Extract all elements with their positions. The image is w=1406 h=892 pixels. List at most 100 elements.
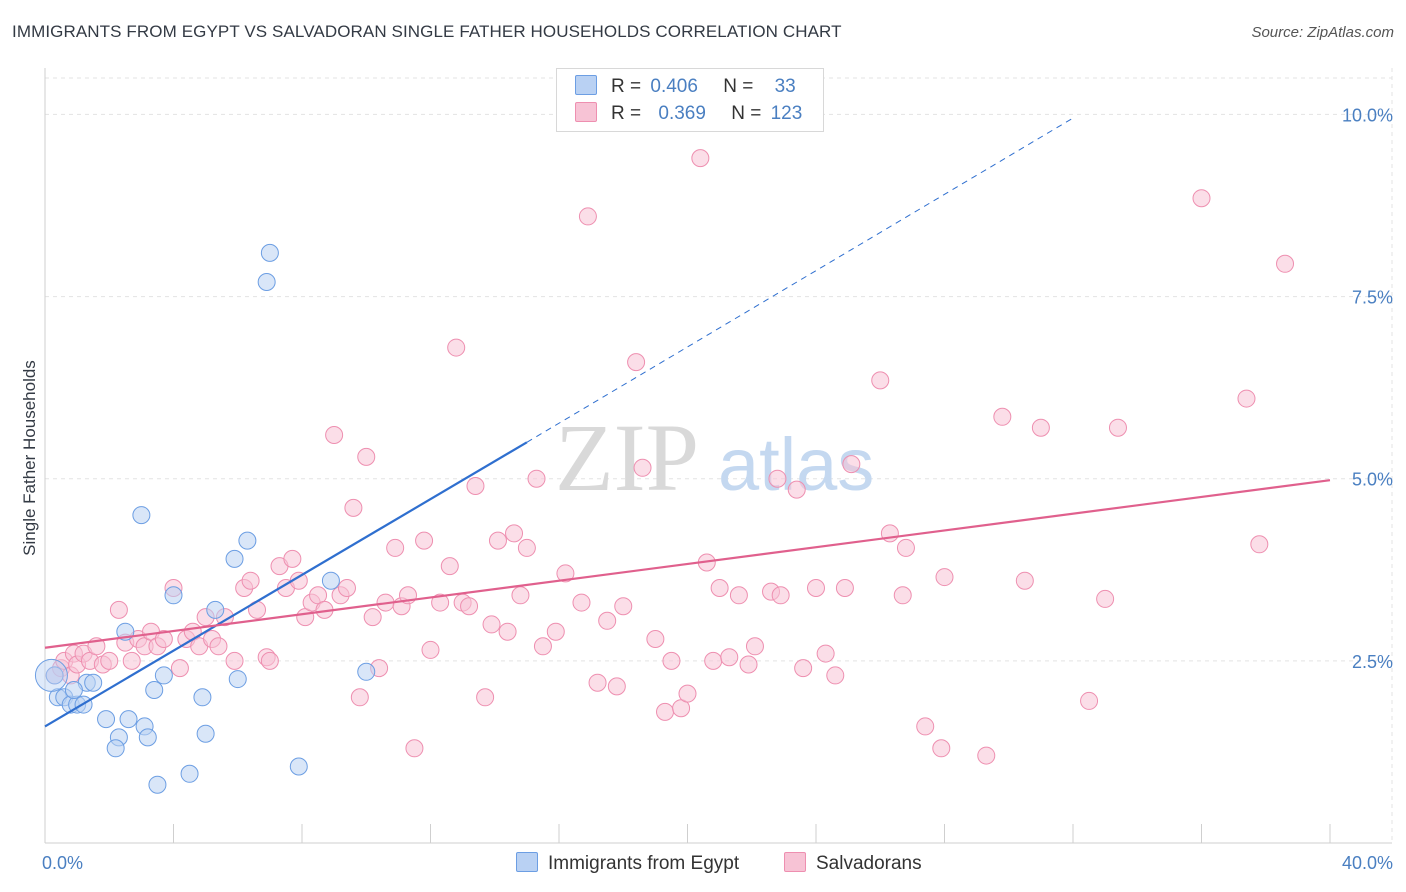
salvadorans-point xyxy=(260,651,279,670)
salvadorans-point xyxy=(710,579,729,597)
salvadorans-point xyxy=(807,579,825,597)
salvadorans-point xyxy=(415,531,434,550)
salvadorans-point xyxy=(691,149,710,168)
egypt-point xyxy=(164,586,183,605)
salvadorans-point xyxy=(1108,418,1127,437)
salvadorans-point xyxy=(517,538,536,557)
salvadorans-point xyxy=(787,480,806,499)
y-tick-label: 2.5% xyxy=(1352,652,1393,672)
salvadorans-point xyxy=(771,586,790,605)
salvadorans-trend-line xyxy=(44,479,1331,649)
salvadorans-point xyxy=(745,637,764,656)
egypt-cluster-point xyxy=(34,658,68,692)
salvadorans-point xyxy=(893,586,912,605)
bottom-legend-salvadorans: Salvadorans xyxy=(784,852,922,875)
salvadorans-point xyxy=(511,586,530,605)
salvadorans-point xyxy=(498,622,517,641)
salvadorans-point xyxy=(154,630,173,648)
salvadorans-point xyxy=(466,477,485,495)
legend-row-egypt: R = 0.406 N = 33 xyxy=(575,75,796,99)
salvadorans-point xyxy=(170,659,189,678)
egypt-point xyxy=(238,531,257,550)
salvadorans-point xyxy=(386,538,405,557)
x-tick-label: 40.0% xyxy=(1342,853,1393,873)
salvadorans-legend-label: Salvadorans xyxy=(816,853,922,874)
salvadorans-r-value: 0.369 xyxy=(658,103,706,124)
salvadorans-point xyxy=(225,651,244,670)
watermark-zip: ZIP xyxy=(555,404,699,511)
bottom-legend-egypt: Immigrants from Egypt xyxy=(516,852,739,875)
salvadorans-point xyxy=(109,600,128,619)
salvadorans-swatch xyxy=(575,102,597,122)
egypt-point xyxy=(260,243,279,262)
salvadorans-point xyxy=(646,630,665,648)
egypt-point xyxy=(196,724,215,743)
salvadorans-n-value: 123 xyxy=(770,103,803,124)
salvadorans-point xyxy=(431,593,450,612)
x-tick-label: 0.0% xyxy=(42,853,83,873)
salvadorans-point xyxy=(627,353,646,372)
egypt-point xyxy=(206,600,225,619)
egypt-n-value: 33 xyxy=(774,76,796,97)
salvadorans-point xyxy=(344,498,363,517)
egypt-point xyxy=(257,273,276,291)
watermark: ZIP atlas xyxy=(555,404,874,511)
egypt-point xyxy=(84,673,103,692)
salvadorans-point xyxy=(614,597,633,616)
n-label: N = xyxy=(731,103,762,124)
salvadorans-point xyxy=(871,371,890,390)
salvadorans-point xyxy=(405,739,424,758)
egypt-point xyxy=(138,728,157,747)
r-label: R = xyxy=(611,103,642,124)
egypt-point xyxy=(225,549,244,568)
egypt-point xyxy=(145,681,164,699)
salvadorans-point xyxy=(440,557,459,576)
salvadorans-point xyxy=(1192,189,1211,208)
salvadorans-point xyxy=(482,615,501,634)
egypt-point xyxy=(106,739,125,758)
egypt-swatch xyxy=(575,75,597,95)
salvadorans-point xyxy=(505,524,524,543)
salvadorans-point xyxy=(633,458,652,477)
salvadorans-point xyxy=(993,407,1012,426)
salvadorans-point xyxy=(896,538,915,557)
egypt-point xyxy=(321,571,340,590)
salvadorans-point xyxy=(1276,254,1295,273)
salvadorans-point xyxy=(350,688,369,707)
salvadorans-point xyxy=(209,637,228,656)
egypt-point xyxy=(228,670,247,689)
y-tick-label: 7.5% xyxy=(1352,288,1393,308)
tick-labels: 2.5% 5.0% 7.5% 10.0% 0.0% 40.0% xyxy=(42,105,1393,873)
egypt-point xyxy=(119,710,138,729)
salvadorans-point xyxy=(826,666,845,685)
salvadorans-point xyxy=(578,207,597,226)
r-label: R = xyxy=(611,76,642,97)
salvadorans-point xyxy=(598,611,617,630)
salvadorans-point xyxy=(935,568,954,587)
egypt-legend-swatch xyxy=(516,852,538,872)
salvadorans-point xyxy=(533,637,552,656)
salvadorans-point xyxy=(122,651,141,670)
egypt-trend-line xyxy=(44,441,528,728)
salvadorans-point xyxy=(842,455,861,474)
salvadorans-point xyxy=(835,579,854,597)
salvadorans-point xyxy=(916,717,935,736)
salvadorans-point xyxy=(977,746,996,765)
salvadorans-point xyxy=(1237,389,1256,408)
salvadorans-point xyxy=(100,651,119,670)
salvadorans-point xyxy=(1250,535,1269,554)
salvadorans-point xyxy=(1080,691,1099,710)
salvadorans-point xyxy=(1031,418,1050,437)
egypt-legend-label: Immigrants from Egypt xyxy=(548,853,740,874)
salvadorans-point xyxy=(556,564,575,583)
salvadorans-point xyxy=(816,644,835,663)
egypt-point xyxy=(97,710,116,729)
salvadorans-point xyxy=(488,531,507,550)
trend-lines xyxy=(44,117,1331,728)
egypt-point xyxy=(64,681,83,699)
egypt-point xyxy=(193,688,212,707)
egypt-point xyxy=(45,666,64,685)
legend-row-salvadorans: R = 0.369 N = 123 xyxy=(575,102,802,126)
salvadorans-point xyxy=(729,586,748,605)
salvadorans-point xyxy=(932,739,951,758)
